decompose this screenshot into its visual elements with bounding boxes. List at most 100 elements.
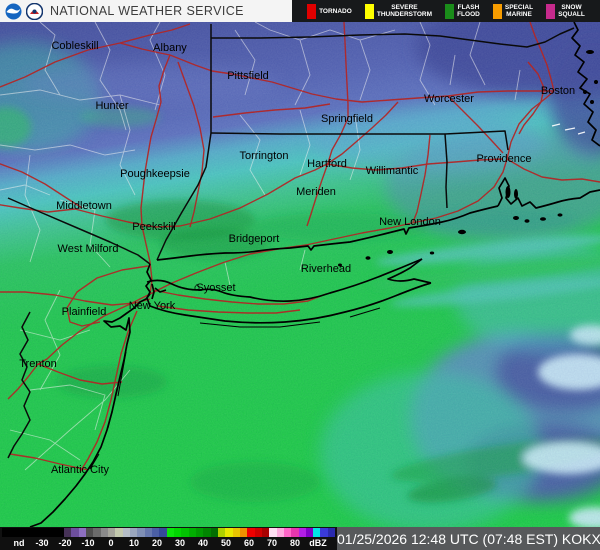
colorbar-segment — [100, 528, 108, 537]
special-marine-label: SPECIAL MARINE — [504, 4, 534, 18]
legend-item-tornado: TORNADO — [307, 3, 352, 19]
legend-item-snow-squall: SNOW SQUALL — [546, 3, 585, 19]
city-label: Boston — [541, 85, 575, 97]
city-label: Cobleskill — [51, 40, 98, 52]
colorbar-tick--20: -20 — [58, 538, 72, 548]
city-label: Hartford — [307, 158, 347, 170]
colorbar-tick--30: -30 — [35, 538, 49, 548]
snow-squall-label: SNOW SQUALL — [558, 4, 585, 18]
legend-item-special-marine: SPECIAL MARINE — [492, 3, 534, 19]
city-label: Torrington — [240, 150, 289, 162]
colorbar-segment — [78, 528, 86, 537]
colorbar-segment — [188, 528, 196, 537]
colorbar-tick--10: -10 — [81, 538, 95, 548]
colorbar-segment — [283, 528, 292, 537]
legend-item-severe-thunderstorm: SEVERE THUNDERSTORM — [364, 3, 432, 19]
city-label: Middletown — [56, 200, 112, 212]
city-labels-layer: Cobleskill Albany Pittsfield Hunter Worceste… — [19, 40, 575, 476]
city-label: New York — [129, 300, 176, 312]
city-label: Meriden — [296, 186, 336, 198]
special-marine-swatch — [492, 3, 502, 19]
colorbar-segment — [181, 528, 189, 537]
warning-legend: TORNADO SEVERE THUNDERSTORM FLASH FLOOD SPECI… — [292, 0, 600, 22]
city-label: Providence — [476, 153, 531, 165]
colorbar-segment — [232, 528, 240, 537]
colorbar-tick-60: 60 — [243, 538, 255, 548]
flash-flood-label: FLASH FLOOD — [457, 4, 480, 18]
city-label: Riverhead — [301, 263, 351, 275]
noaa-logo-icon — [5, 3, 22, 20]
colorbar-nd-segment — [2, 528, 64, 537]
colorbar — [2, 528, 336, 537]
city-label: New London — [379, 216, 441, 228]
colorbar-segment — [298, 528, 306, 537]
city-label: Albany — [153, 42, 187, 54]
colorbar-segment — [166, 528, 174, 537]
nws-logo-icon — [26, 2, 43, 20]
legend-item-flash-flood: FLASH FLOOD — [445, 3, 480, 19]
header: NATIONAL WEATHER SERVICE TORNADO SEVERE TH… — [0, 0, 600, 22]
colorbar-segment — [107, 528, 116, 537]
city-label: Springfield — [321, 113, 373, 125]
colorbar-segment — [269, 528, 277, 537]
city-label: Syosset — [196, 282, 235, 294]
colorbar-segment — [129, 528, 138, 537]
colorbar-tick-10: 10 — [128, 538, 140, 548]
coastline-layer — [29, 21, 600, 528]
city-label: Atlantic City — [51, 464, 110, 476]
colorbar-segment — [225, 528, 233, 537]
bottom-bar: nd -30 -20 -10 0 10 20 30 40 50 60 70 80 dBZ 01/25/20… — [0, 527, 600, 550]
radar-site-marker-icon: ⌂ — [194, 282, 200, 293]
colorbar-segment — [85, 528, 94, 537]
islands-layer — [338, 50, 598, 267]
colorbar-segment — [137, 528, 145, 537]
city-label: Worcester — [424, 93, 474, 105]
city-label: Willimantic — [366, 165, 419, 177]
timestamp-text: 01/25/2026 12:48 UTC (07:48 EST) KOKX — [337, 530, 600, 547]
city-label: Poughkeepsie — [120, 168, 190, 180]
radar-speckle-noise-dark — [0, 22, 600, 527]
city-label: Pittsfield — [227, 70, 269, 82]
colorbar-tick-dBZ: dBZ — [309, 538, 327, 548]
colorbar-segment — [115, 528, 123, 537]
colorbar-segment — [313, 528, 321, 537]
city-label: Bridgeport — [229, 233, 280, 245]
colorbar-tick-0: 0 — [108, 538, 114, 548]
city-label: Peekskill — [132, 221, 175, 233]
colorbar-segment — [71, 528, 79, 537]
snow-squall-swatch — [546, 3, 556, 19]
city-label: West Milford — [58, 243, 119, 255]
colorbar-segment — [327, 528, 336, 537]
colorbar-segment — [203, 528, 211, 537]
state-borders-layer — [7, 24, 575, 459]
colorbar-tick-80: 80 — [289, 538, 301, 548]
colorbar-segment — [217, 528, 226, 537]
colorbar-segment — [210, 528, 218, 537]
colorbar-segment — [93, 528, 101, 537]
flash-flood-swatch — [445, 3, 455, 19]
colorbar-tick-20: 20 — [151, 538, 163, 548]
colorbar-segment — [195, 528, 204, 537]
colorbar-tick-70: 70 — [266, 538, 278, 548]
colorbar-segment — [254, 528, 262, 537]
city-label: Trenton — [19, 358, 57, 370]
colorbar-segment — [247, 528, 255, 537]
colorbar-segment — [151, 528, 160, 537]
colorbar-segment — [320, 528, 328, 537]
colorbar-segment — [159, 528, 167, 537]
colorbar-segment — [64, 528, 72, 537]
timestamp-bar: 01/25/2026 12:48 UTC (07:48 EST) KOKX — [337, 527, 600, 550]
header-branding: NATIONAL WEATHER SERVICE — [0, 0, 292, 22]
colorbar-tick-40: 40 — [197, 538, 209, 548]
colorbar-tick-50: 50 — [220, 538, 232, 548]
colorbar-segment — [173, 528, 182, 537]
colorbar-segment — [144, 528, 152, 537]
radar-artifact-marks — [551, 123, 586, 135]
colorbar-segment — [261, 528, 270, 537]
colorbar-segment — [305, 528, 314, 537]
colorbar-segment — [239, 528, 248, 537]
reflectivity-scale: nd -30 -20 -10 0 10 20 30 40 50 60 70 80 dBZ — [0, 527, 337, 550]
